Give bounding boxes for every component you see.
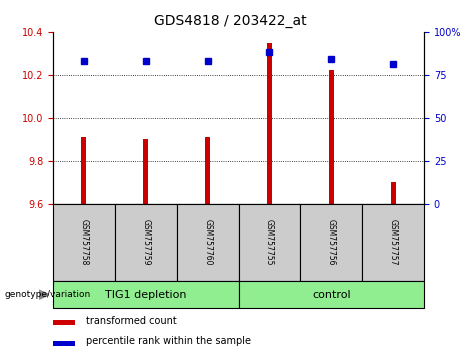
Bar xyxy=(82,137,86,204)
Text: GSM757756: GSM757756 xyxy=(327,219,336,266)
FancyBboxPatch shape xyxy=(239,281,424,308)
Text: TIG1 depletion: TIG1 depletion xyxy=(105,290,187,300)
Bar xyxy=(53,320,75,325)
Text: GDS4818 / 203422_at: GDS4818 / 203422_at xyxy=(154,14,307,28)
Bar xyxy=(329,70,334,204)
Text: GSM757758: GSM757758 xyxy=(79,219,89,266)
FancyBboxPatch shape xyxy=(362,204,424,281)
Bar xyxy=(391,182,396,204)
FancyBboxPatch shape xyxy=(53,204,115,281)
Bar xyxy=(53,341,75,346)
FancyBboxPatch shape xyxy=(177,204,239,281)
Text: GSM757757: GSM757757 xyxy=(389,219,398,266)
FancyBboxPatch shape xyxy=(239,204,301,281)
Text: GSM757755: GSM757755 xyxy=(265,219,274,266)
Text: genotype/variation: genotype/variation xyxy=(5,290,91,299)
Text: transformed count: transformed count xyxy=(86,316,177,326)
Bar xyxy=(267,42,272,204)
Text: GSM757760: GSM757760 xyxy=(203,219,212,266)
Bar xyxy=(205,137,210,204)
FancyBboxPatch shape xyxy=(53,281,239,308)
Bar xyxy=(143,139,148,204)
Polygon shape xyxy=(39,290,49,299)
FancyBboxPatch shape xyxy=(301,204,362,281)
Text: percentile rank within the sample: percentile rank within the sample xyxy=(86,336,251,346)
Text: control: control xyxy=(312,290,351,300)
Text: GSM757759: GSM757759 xyxy=(141,219,150,266)
FancyBboxPatch shape xyxy=(115,204,177,281)
